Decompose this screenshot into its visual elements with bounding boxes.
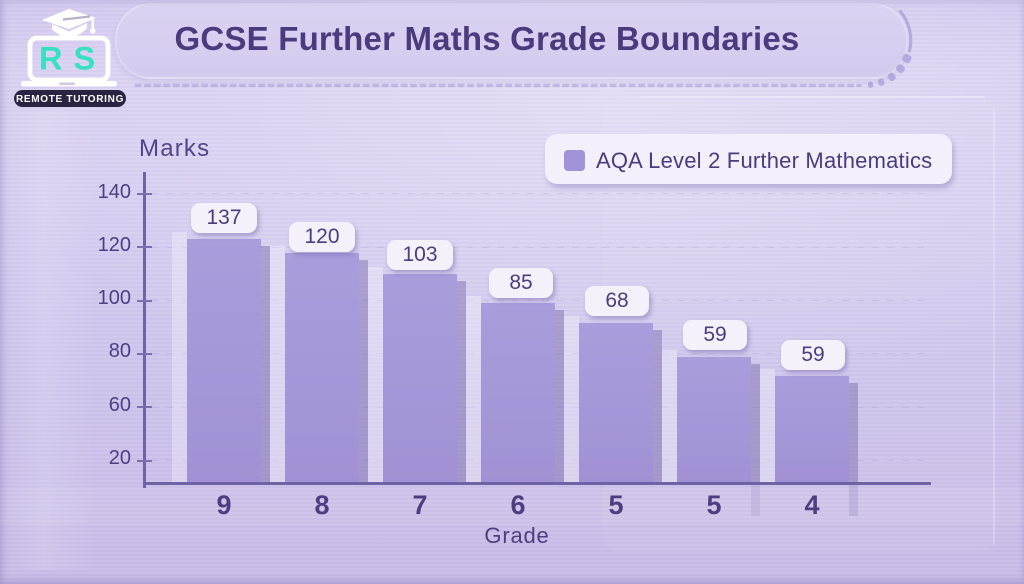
svg-text:RS: RS <box>39 41 106 77</box>
svg-text:REMOTE TUTORING: REMOTE TUTORING <box>16 94 124 105</box>
